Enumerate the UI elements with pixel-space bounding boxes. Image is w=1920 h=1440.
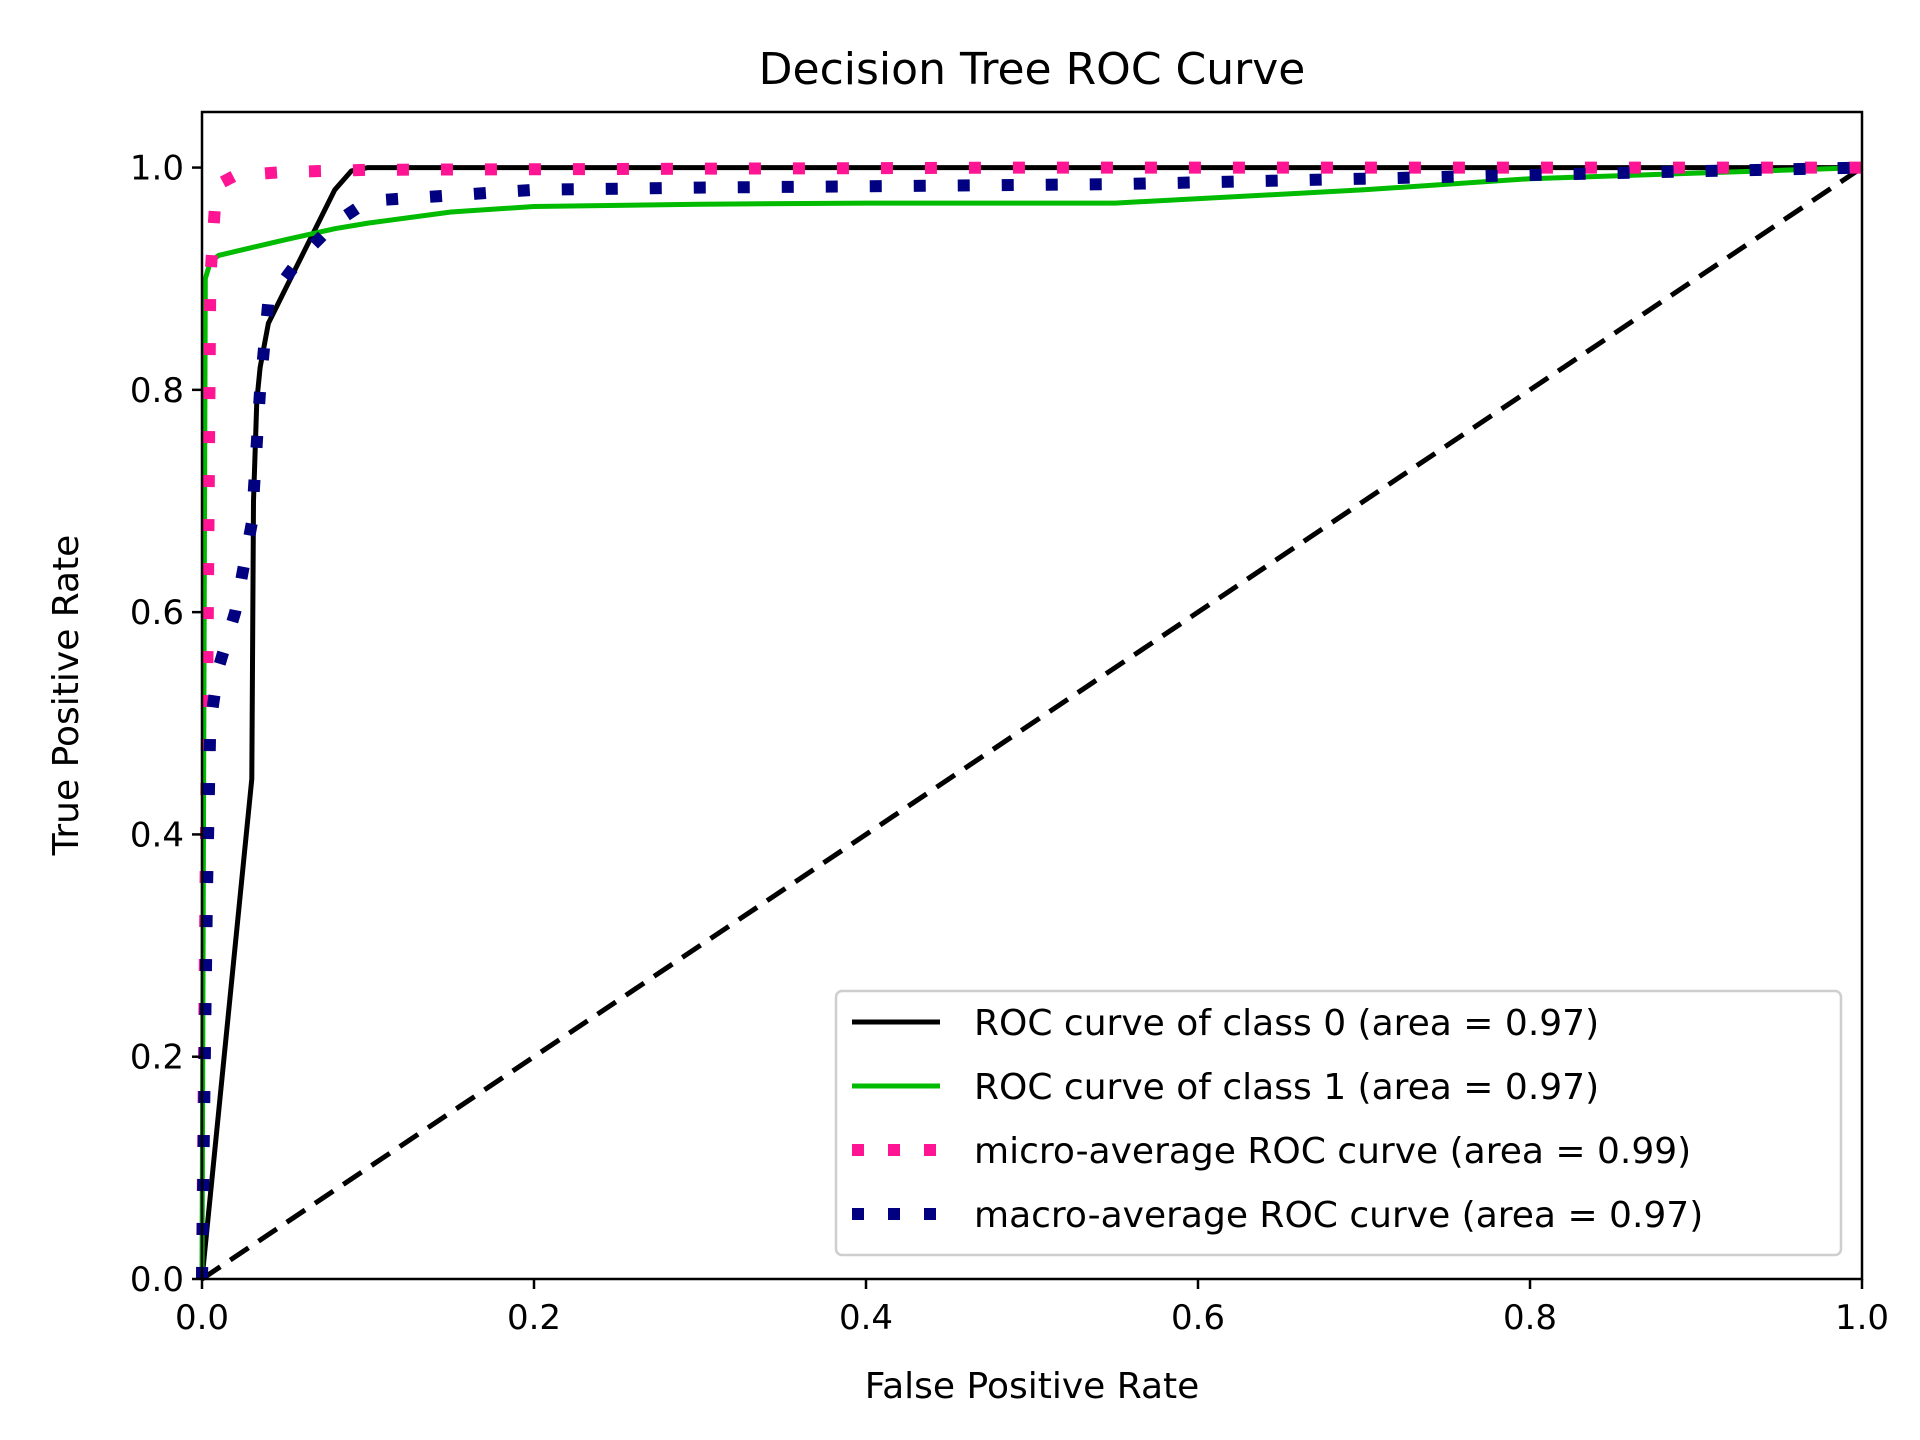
y-tick-label: 0.6 [130,593,184,633]
y-tick-label: 0.4 [130,815,184,855]
x-tick-label: 0.2 [507,1298,561,1338]
y-tick-label: 1.0 [130,149,184,189]
chance-diagonal-line [200,165,1864,1282]
y-tick-label: 0.2 [130,1038,184,1078]
x-tick-label: 0.8 [1503,1298,1557,1338]
x-tick-label: 0.6 [1171,1298,1225,1338]
legend-label: ROC curve of class 0 (area = 0.97) [974,1003,1599,1044]
legend-label: macro-average ROC curve (area = 0.97) [974,1195,1703,1236]
y-tick-label: 0.0 [130,1260,184,1300]
x-tick-label: 0.4 [839,1298,893,1338]
legend: ROC curve of class 0 (area = 0.97) ROC cu… [834,989,1843,1257]
plot-frame [200,110,1864,1281]
y-tick-label: 0.8 [130,371,184,411]
y-axis: 0.0 0.2 0.4 0.6 0.8 1.0 [130,149,202,1300]
chart-title: Decision Tree ROC Curve [759,44,1306,95]
series-line-3 [196,161,1863,1280]
y-axis-label: True Positive Rate [46,535,87,857]
x-axis: 0.0 0.2 0.4 0.6 0.8 1.0 [175,1279,1889,1338]
legend-label: ROC curve of class 1 (area = 0.97) [974,1067,1599,1108]
x-tick-label: 0.0 [175,1298,229,1338]
plot-area [196,161,1864,1282]
legend-box [834,989,1843,1257]
x-tick-label: 1.0 [1835,1298,1889,1338]
x-axis-label: False Positive Rate [865,1366,1200,1407]
series-line-2 [196,161,1862,1280]
legend-label: micro-average ROC curve (area = 0.99) [974,1131,1691,1172]
